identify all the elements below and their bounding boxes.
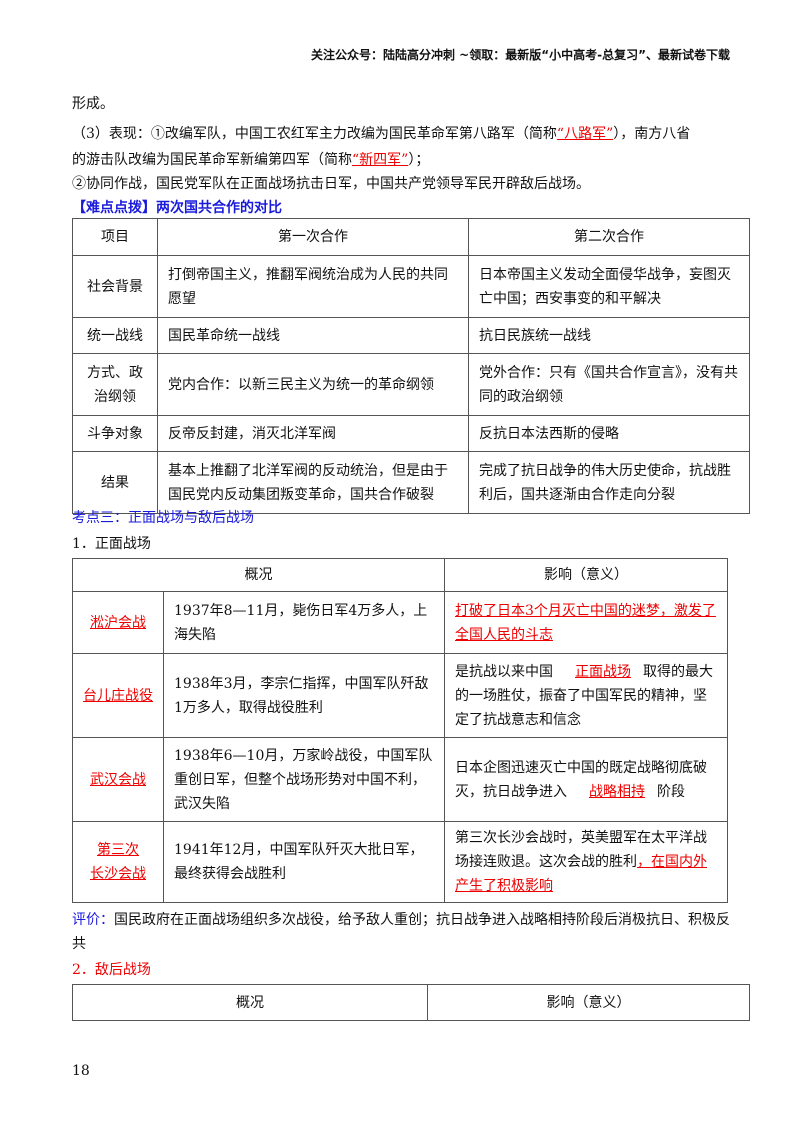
table-header: 第一次合作 [157,218,469,256]
section-heading: 考点三：正面战场与敌后战场 [72,510,254,526]
front-battlefield-table: 概况 影响（意义） 淞沪会战 1937年8—11月，毙伤日军4万多人，上海失陷 … [72,558,728,903]
table-cell: 抗日民族统一战线 [468,317,750,354]
table-cell: 打倒帝国主义，推翻军阀统治成为人民的共同愿望 [157,255,469,318]
page-number: 18 [72,1063,90,1079]
table-header: 项目 [72,218,158,256]
table-cell: 完成了抗日战争的伟大历史使命，抗战胜利后，国共逐渐由合作走向分裂 [468,451,750,514]
table-header: 影响（意义） [444,558,728,592]
battle-effect: 是抗战以来中国 正面战场 取得的最大的一场胜仗，振奋了中国军民的精神，坚定了抗战意志… [444,653,728,738]
table-header: 影响（意义） [427,984,750,1021]
text-line: ②协同作战，国民党军队在正面战场抗击日军，中国共产党领导军民开辟敌后战场。 [72,176,590,192]
table-cell: 社会背景 [72,255,158,318]
table-cell: 方式、政治纲领 [72,353,158,416]
text-line: 形成。 [72,96,114,112]
table-cell: 反抗日本法西斯的侵略 [468,415,750,452]
battle-name: 台儿庄战役 [72,653,164,738]
subsection-heading: 1．正面战场 [72,536,151,552]
battle-desc: 1938年6—10月，万家岭战役，中国军队重创日军，但整个战场形势对中国不利，武… [163,737,445,822]
behind-battlefield-table: 概况 影响（意义） [72,984,750,1021]
table-header: 概况 [72,558,445,592]
table-header: 概况 [72,984,428,1021]
battle-name: 第三次 长沙会战 [72,821,164,903]
battle-effect: 打破了日本3个月灭亡中国的迷梦，激发了全国人民的斗志 [444,591,728,654]
battle-desc: 1941年12月，中国军队歼灭大批日军，最终获得会战胜利 [163,821,445,903]
battle-effect: 第三次长沙会战时，英美盟军在太平洋战场接连败退。这次会战的胜利，在国内外产生了积… [444,821,728,903]
text-line: （3）表现：①改编军队，中国工农红军主力改编为国民革命军第八路军（简称“八路军”… [72,126,691,142]
cooperation-compare-table: 项目 第一次合作 第二次合作 社会背景 打倒帝国主义，推翻军阀统治成为人民的共同… [72,218,750,514]
evaluation-paragraph: 评价：国民政府在正面战场组织多次战役，给予敌人重创；抗日战争进入战略相持阶段后消… [72,912,730,952]
new-fourth-army-term: “新四军” [352,152,409,168]
table-cell: 反帝反封建，消灭北洋军阀 [157,415,469,452]
battle-desc: 1938年3月，李宗仁指挥，中国军队歼敌1万多人，取得战役胜利 [163,653,445,738]
eighth-route-army-term: “八路军” [556,126,614,142]
battle-desc: 1937年8—11月，毙伤日军4万多人，上海失陷 [163,591,445,654]
table-cell: 党内合作：以新三民主义为统一的革命纲领 [157,353,469,416]
battle-name: 淞沪会战 [72,591,164,654]
table-cell: 日本帝国主义发动全面侵华战争，妄图灭亡中国；西安事变的和平解决 [468,255,750,318]
text-line: 的游击队改编为国民革命军新编第四军（简称“新四军”）； [72,152,430,168]
table-cell: 党外合作：只有《国共合作宣言》，没有共同的政治纲领 [468,353,750,416]
table-cell: 结果 [72,451,158,514]
table-cell: 统一战线 [72,317,158,354]
table-header: 第二次合作 [468,218,750,256]
table-cell: 国民革命统一战线 [157,317,469,354]
subsection-heading: 2．敌后战场 [72,962,151,978]
table-cell: 斗争对象 [72,415,158,452]
battle-name: 武汉会战 [72,737,164,822]
battle-effect: 日本企图迅速灭亡中国的既定战略彻底破灭，抗日战争进入 战略相持 阶段 [444,737,728,822]
page-header: 关注公众号：陆陆高分冲刺 ~领取：最新版“小中高考-总复习”、最新试卷下载 [311,48,730,62]
table-cell: 基本上推翻了北洋军阀的反动统治，但是由于国民党内反动集团叛变革命，国共合作破裂 [157,451,469,514]
section-heading: 【难点点拨】两次国共合作的对比 [72,200,282,216]
